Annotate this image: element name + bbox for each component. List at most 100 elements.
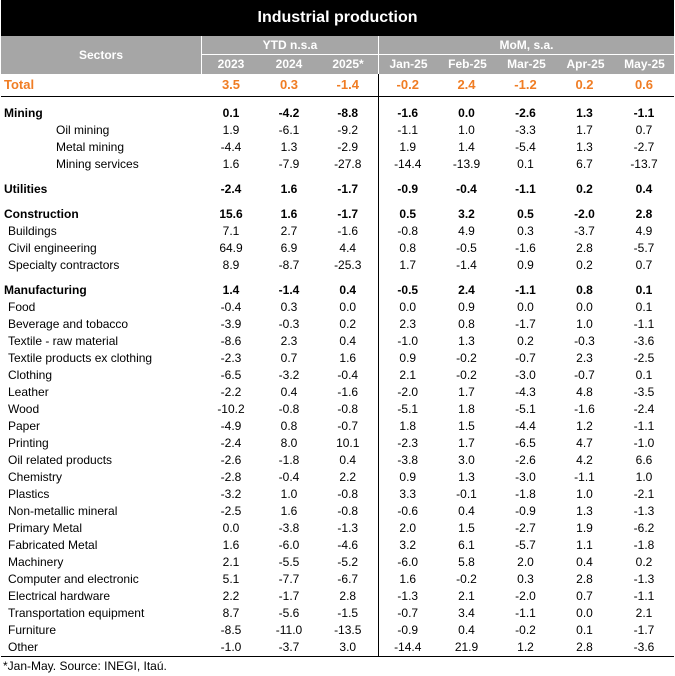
construction-specialty-contractors-value-2023: 8.9	[222, 258, 240, 272]
manufacturing-leather-value-feb-25: 1.7	[458, 385, 475, 399]
total-value-feb-25: 2.4	[457, 77, 476, 92]
manufacturing-machinery-value-may-25: 0.2	[635, 555, 653, 569]
manufacturing-value-feb-25: 2.4	[458, 283, 475, 297]
manufacturing-textile-products-ex-clothing-value-jan-25: 0.9	[399, 351, 417, 365]
manufacturing-non-metallic-mineral-label: Non-metallic mineral	[8, 504, 118, 518]
manufacturing-furniture-value-jan-25: -0.9	[397, 623, 419, 637]
manufacturing-beverage-and-tobacco-value-mar-25: -1.7	[515, 317, 536, 331]
header-col-may25: May-25	[624, 57, 665, 71]
mining-mining-services-value-2024: -7.9	[278, 157, 300, 171]
construction-civil-engineering-value-mar-25: -1.6	[515, 241, 536, 255]
manufacturing-electrical-hardware-value-2023: 2.2	[222, 589, 240, 603]
manufacturing-fabricated-metal-value-jan-25: 3.2	[399, 538, 417, 552]
utilities-row: Utilities -2.4 1.6 -1.7 -0.9 -0.4 -1.1 0.2 0.4	[1, 181, 674, 198]
header-group-mom: MoM, s.a.	[499, 38, 554, 52]
header-divider-horizontal	[202, 54, 674, 55]
manufacturing-other-value-may-25: -3.6	[614, 639, 674, 657]
mining-oil-mining-label: Oil mining	[56, 123, 110, 137]
manufacturing-oil-related-products-value-2024: -1.8	[278, 453, 300, 467]
manufacturing-beverage-and-tobacco-value-apr-25: 1.0	[576, 317, 593, 331]
construction-buildings-row: Buildings 7.1 2.7 -1.6 -0.8 4.9 0.3 -3.7 4.9	[1, 223, 674, 240]
manufacturing-furniture-row: Furniture -8.5 -11.0 -13.5 -0.9 0.4 -0.2 0.1 -1.…	[1, 622, 674, 639]
manufacturing-food-value-feb-25: 0.9	[458, 300, 475, 314]
mining-value-feb-25: 0.0	[458, 106, 475, 120]
manufacturing-paper-value-may-25: -1.1	[633, 419, 655, 433]
manufacturing-machinery-value-2023: 2.1	[222, 555, 240, 569]
manufacturing-primary-metal-value-mar-25: -2.7	[515, 521, 536, 535]
utilities-label: Utilities	[4, 182, 48, 196]
mining-label: Mining	[4, 106, 43, 120]
manufacturing-printing-value-2025: 10.1	[318, 435, 379, 452]
header-col-mar25: Mar-25	[507, 57, 546, 71]
mining-value-may-25: -1.1	[633, 106, 655, 120]
manufacturing-wood-label: Wood	[8, 402, 40, 416]
construction-buildings-value-may-25: 4.9	[635, 224, 653, 238]
manufacturing-food-value-2024: 0.3	[280, 300, 298, 314]
mining-oil-mining-value-2023: 1.9	[222, 123, 240, 137]
manufacturing-computer-and-electronic-value-mar-25: 0.3	[517, 572, 534, 586]
total-value-2024: 0.3	[279, 77, 299, 92]
header-divider-vertical	[378, 36, 379, 74]
mining-oil-mining-value-feb-25: 1.0	[458, 123, 475, 137]
manufacturing-transportation-equipment-value-jan-25: -0.7	[397, 606, 419, 620]
manufacturing-furniture-value-may-25: -1.7	[633, 623, 655, 637]
construction-label: Construction	[4, 207, 79, 221]
mining-value-jan-25: -1.6	[397, 106, 419, 120]
mining-mining-services-row: Mining services 1.6 -7.9 -27.8 -14.4 -13.9 0.1…	[1, 156, 674, 173]
mining-mining-services-value-apr-25: 6.7	[576, 157, 593, 171]
manufacturing-fabricated-metal-value-2024: -6.0	[278, 538, 300, 552]
utilities-value-mar-25: -1.1	[515, 182, 536, 196]
manufacturing-printing-label: Printing	[8, 436, 49, 450]
manufacturing-non-metallic-mineral-value-2025: -0.8	[318, 503, 379, 520]
manufacturing-non-metallic-mineral-value-apr-25: 1.3	[576, 504, 593, 518]
mining-metal-mining-value-feb-25: 1.4	[458, 140, 475, 154]
manufacturing-fabricated-metal-value-apr-25: 1.1	[576, 538, 593, 552]
construction-civil-engineering-value-2025: 4.4	[318, 240, 379, 257]
construction-value-mar-25: 0.5	[517, 207, 534, 221]
spacer-row	[1, 96, 674, 105]
manufacturing-textile-raw-material-row: Textile - raw material -8.6 2.3 0.4 -1.0 1.3 0…	[1, 333, 674, 350]
manufacturing-computer-and-electronic-row: Computer and electronic 5.1 -7.7 -6.7 1.6 -0.…	[1, 571, 674, 588]
manufacturing-textile-raw-material-value-may-25: -3.6	[633, 334, 655, 348]
manufacturing-transportation-equipment-label: Transportation equipment	[8, 606, 145, 620]
manufacturing-textile-raw-material-value-jan-25: -1.0	[397, 334, 419, 348]
manufacturing-electrical-hardware-label: Electrical hardware	[8, 589, 111, 603]
manufacturing-computer-and-electronic-value-feb-25: -0.2	[456, 572, 477, 586]
manufacturing-paper-value-feb-25: 1.5	[458, 419, 475, 433]
manufacturing-oil-related-products-value-mar-25: -2.6	[515, 453, 536, 467]
manufacturing-other-value-jan-25: -14.4	[378, 639, 437, 657]
table-header: Sectors YTD n.s.a MoM, s.a. 2023 2024 20…	[1, 36, 674, 74]
manufacturing-clothing-value-2023: -6.5	[220, 368, 242, 382]
construction-civil-engineering-value-feb-25: -0.5	[456, 241, 477, 255]
manufacturing-chemistry-value-2024: -0.4	[278, 470, 300, 484]
mining-oil-mining-row: Oil mining 1.9 -6.1 -9.2 -1.1 1.0 -3.3 1.7 0.7	[1, 122, 674, 139]
construction-civil-engineering-value-2023: 64.9	[219, 241, 243, 255]
manufacturing-oil-related-products-value-apr-25: 4.2	[576, 453, 593, 467]
manufacturing-non-metallic-mineral-value-may-25: -1.3	[633, 504, 655, 518]
manufacturing-wood-value-2025: -0.8	[318, 401, 379, 418]
construction-buildings-value-2025: -1.6	[318, 223, 379, 240]
manufacturing-oil-related-products-label: Oil related products	[8, 453, 113, 467]
total-value-jan-25: -0.2	[396, 77, 419, 92]
manufacturing-plastics-label: Plastics	[8, 487, 50, 501]
mining-value-apr-25: 1.3	[576, 106, 593, 120]
manufacturing-electrical-hardware-value-jan-25: -1.3	[397, 589, 419, 603]
mining-mining-services-value-2023: 1.6	[222, 157, 240, 171]
manufacturing-textile-products-ex-clothing-label: Textile products ex clothing	[8, 351, 153, 365]
construction-value-feb-25: 3.2	[458, 207, 475, 221]
manufacturing-printing-row: Printing -2.4 8.0 10.1 -2.3 1.7 -6.5 4.7 -1.0	[1, 435, 674, 452]
manufacturing-fabricated-metal-value-2025: -4.6	[318, 537, 379, 554]
manufacturing-machinery-value-2025: -5.2	[318, 554, 379, 571]
manufacturing-textile-raw-material-value-2024: 2.3	[280, 334, 298, 348]
manufacturing-primary-metal-label: Primary Metal	[8, 521, 83, 535]
construction-specialty-contractors-value-2025: -25.3	[318, 257, 379, 274]
manufacturing-textile-products-ex-clothing-value-2024: 0.7	[280, 351, 298, 365]
header-col-2023: 2023	[217, 57, 245, 71]
manufacturing-machinery-value-jan-25: -6.0	[397, 555, 419, 569]
construction-civil-engineering-value-jan-25: 0.8	[399, 241, 417, 255]
mining-metal-mining-label: Metal mining	[56, 140, 125, 154]
manufacturing-wood-value-mar-25: -5.1	[515, 402, 536, 416]
manufacturing-electrical-hardware-value-mar-25: -2.0	[515, 589, 536, 603]
manufacturing-textile-products-ex-clothing-value-feb-25: -0.2	[456, 351, 477, 365]
